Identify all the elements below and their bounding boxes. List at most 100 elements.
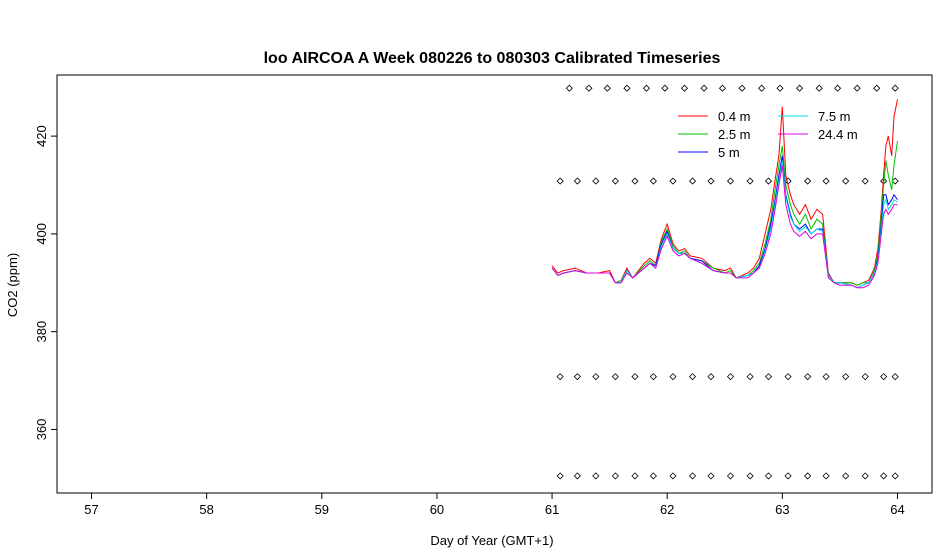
diamond-marker (891, 84, 899, 92)
diamond-marker (661, 84, 669, 92)
diamond-marker (649, 177, 657, 185)
diamond-marker (861, 373, 869, 381)
diamond-marker (669, 472, 677, 480)
diamond-marker (842, 177, 850, 185)
y-axis-label: CO2 (ppm) (5, 253, 20, 317)
diamond-marker (603, 84, 611, 92)
chart-title: loo AIRCOA A Week 080226 to 080303 Calib… (264, 50, 721, 67)
series-line-7-5-m (551, 160, 898, 289)
marker-rows (556, 84, 899, 480)
y-axis: 360 380 400 420 (34, 125, 57, 440)
diamond-marker (891, 177, 899, 185)
diamond-marker (738, 84, 746, 92)
y-tick-label: 400 (34, 223, 49, 245)
diamond-marker (784, 373, 792, 381)
y-tick-label: 360 (34, 419, 49, 441)
diamond-marker (556, 373, 564, 381)
diamond-marker (688, 472, 697, 480)
diamond-marker (891, 472, 899, 480)
diamond-marker (707, 472, 715, 480)
diamond-marker (688, 373, 697, 381)
diamond-marker (804, 472, 812, 480)
diamond-marker (853, 84, 861, 92)
legend-label: 0.4 m (718, 109, 751, 124)
x-tick-label: 61 (545, 502, 559, 517)
diamond-marker (565, 84, 573, 92)
x-tick-label: 64 (890, 502, 904, 517)
diamond-marker (822, 177, 830, 185)
x-tick-label: 60 (430, 502, 444, 517)
diamond-marker (746, 373, 754, 381)
diamond-marker (764, 177, 773, 185)
diamond-marker (631, 373, 639, 381)
diamond-marker (784, 472, 792, 480)
diamond-marker (776, 84, 784, 92)
x-tick-label: 57 (84, 502, 98, 517)
legend-label: 24.4 m (818, 127, 858, 142)
diamond-marker (758, 84, 766, 92)
diamond-marker (707, 373, 715, 381)
x-tick-label: 63 (775, 502, 789, 517)
diamond-marker (861, 472, 869, 480)
legend-label: 7.5 m (818, 109, 851, 124)
diamond-marker (804, 177, 812, 185)
diamond-marker (556, 177, 564, 185)
diamond-marker (834, 84, 842, 92)
diamond-marker (796, 84, 804, 92)
y-tick-label: 380 (34, 321, 49, 343)
x-tick-label: 59 (315, 502, 329, 517)
diamond-marker (746, 472, 754, 480)
diamond-marker (873, 84, 881, 92)
diamond-marker (669, 373, 677, 381)
series-lines (551, 99, 898, 289)
diamond-marker (842, 472, 850, 480)
series-line-0-4-m (551, 99, 898, 286)
series-line-5-m (551, 155, 898, 289)
y-tick-label: 420 (34, 125, 49, 147)
diamond-marker (556, 472, 564, 480)
diamond-marker (880, 373, 888, 381)
diamond-marker (880, 472, 888, 480)
x-tick-label: 62 (660, 502, 674, 517)
diamond-marker (861, 177, 869, 185)
diamond-marker (611, 472, 619, 480)
x-axis-label: Day of Year (GMT+1) (430, 533, 553, 548)
x-tick-label: 58 (199, 502, 213, 517)
diamond-marker (891, 373, 899, 381)
diamond-marker (585, 84, 593, 92)
diamond-marker (688, 177, 697, 185)
diamond-marker (822, 472, 830, 480)
diamond-marker (631, 472, 639, 480)
diamond-marker (726, 472, 735, 480)
diamond-marker (623, 84, 631, 92)
diamond-marker (649, 373, 657, 381)
diamond-marker (764, 472, 773, 480)
legend: 0.4 m 2.5 m 5 m 7.5 m 24.4 m (678, 109, 858, 160)
diamond-marker (592, 177, 600, 185)
series-line-24-4-m (551, 165, 898, 289)
diamond-marker (726, 177, 735, 185)
diamond-marker (642, 84, 651, 92)
diamond-marker (700, 84, 708, 92)
diamond-marker (815, 84, 823, 92)
diamond-marker (680, 84, 689, 92)
diamond-marker (842, 373, 850, 381)
diamond-marker (822, 373, 830, 381)
diamond-marker (649, 472, 657, 480)
diamond-marker (611, 177, 619, 185)
diamond-marker (746, 177, 754, 185)
diamond-marker (592, 472, 600, 480)
diamond-marker (804, 373, 812, 381)
x-axis: 57 58 59 60 61 62 63 64 (84, 493, 905, 517)
legend-label: 5 m (718, 145, 740, 160)
diamond-marker (707, 177, 715, 185)
diamond-marker (631, 177, 639, 185)
diamond-marker (592, 373, 600, 381)
diamond-marker (718, 84, 727, 92)
diamond-marker (573, 472, 581, 480)
diamond-marker (764, 373, 773, 381)
series-line-2-5-m (551, 140, 898, 286)
diamond-marker (573, 373, 581, 381)
diamond-marker (669, 177, 677, 185)
legend-label: 2.5 m (718, 127, 751, 142)
